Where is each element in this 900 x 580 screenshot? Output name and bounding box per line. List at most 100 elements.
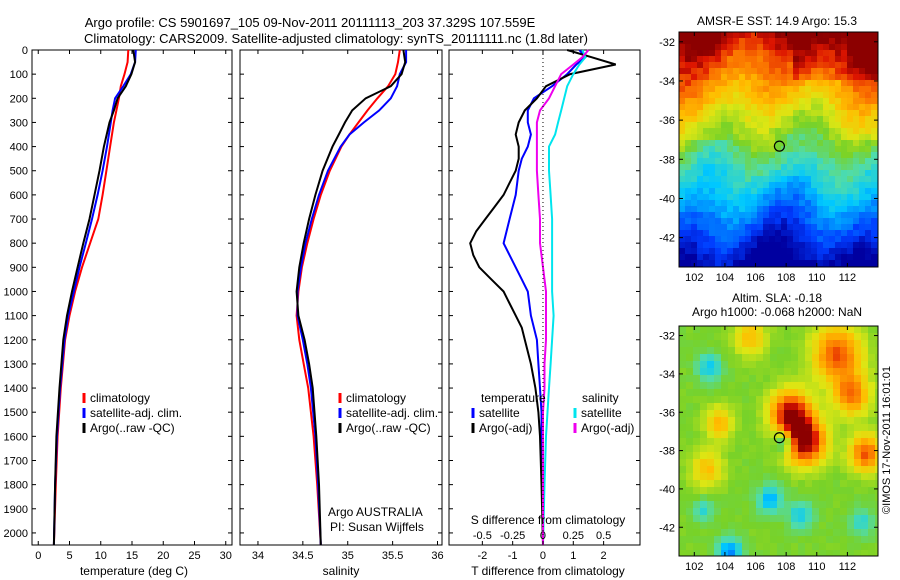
map-cell bbox=[679, 536, 687, 544]
map-cell bbox=[763, 230, 770, 237]
map-cell bbox=[697, 56, 704, 63]
salinity-xlabel: salinity bbox=[323, 564, 360, 578]
map-cell bbox=[715, 38, 722, 45]
map-cell bbox=[686, 382, 694, 390]
map-cell bbox=[751, 44, 758, 51]
map-cell bbox=[781, 194, 788, 201]
map-cell bbox=[868, 543, 876, 551]
map-cell bbox=[817, 134, 824, 141]
map-cell bbox=[793, 230, 800, 237]
map-cell bbox=[679, 236, 686, 243]
map-cell bbox=[787, 188, 794, 195]
map-cell bbox=[805, 536, 813, 544]
map-cell bbox=[805, 494, 813, 502]
map-cell bbox=[787, 242, 794, 249]
map-cell bbox=[693, 375, 701, 383]
map-cell bbox=[693, 333, 701, 341]
map-cell bbox=[751, 224, 758, 231]
map-cell bbox=[841, 254, 848, 261]
map-cell bbox=[700, 515, 708, 523]
map-cell bbox=[812, 347, 820, 355]
map-cell bbox=[777, 452, 785, 460]
map-cell bbox=[749, 522, 757, 530]
map-cell bbox=[697, 164, 704, 171]
map-cell bbox=[739, 212, 746, 219]
map-cell bbox=[812, 480, 820, 488]
map-cell bbox=[757, 116, 764, 123]
map-cell bbox=[697, 134, 704, 141]
map-cell bbox=[865, 260, 872, 267]
map-cell bbox=[865, 122, 872, 129]
map-cell bbox=[817, 236, 824, 243]
map-cell bbox=[812, 333, 820, 341]
map-cell bbox=[865, 242, 872, 249]
map-cell bbox=[770, 368, 778, 376]
map-cell bbox=[819, 515, 827, 523]
map-cell bbox=[757, 98, 764, 105]
map-cell bbox=[721, 438, 729, 446]
map-cell bbox=[853, 206, 860, 213]
map-cell bbox=[691, 140, 698, 147]
map-cell bbox=[727, 212, 734, 219]
map-cell bbox=[847, 410, 855, 418]
map-cell bbox=[691, 200, 698, 207]
map-cell bbox=[691, 230, 698, 237]
map-cell bbox=[728, 466, 736, 474]
map-cell bbox=[709, 80, 716, 87]
map-cell bbox=[805, 134, 812, 141]
map-cell bbox=[791, 445, 799, 453]
map-cell bbox=[679, 508, 687, 516]
map-cell bbox=[811, 200, 818, 207]
map-cell bbox=[868, 361, 876, 369]
map-cell bbox=[835, 98, 842, 105]
map-cell bbox=[854, 508, 862, 516]
map-cell bbox=[854, 347, 862, 355]
map-cell bbox=[727, 116, 734, 123]
legend-entry: satellite bbox=[581, 406, 622, 420]
map-cell bbox=[847, 218, 854, 225]
map-cell bbox=[685, 116, 692, 123]
map-cell bbox=[826, 340, 834, 348]
map-cell bbox=[715, 164, 722, 171]
map-cell bbox=[791, 466, 799, 474]
map-cell bbox=[693, 494, 701, 502]
map-cell bbox=[679, 326, 687, 334]
map-cell bbox=[817, 176, 824, 183]
map-cell bbox=[679, 431, 687, 439]
y-tick-label: 1600 bbox=[4, 431, 28, 443]
map-cell bbox=[715, 188, 722, 195]
map-y-tick-label: -34 bbox=[659, 76, 675, 88]
map-cell bbox=[739, 236, 746, 243]
map-cell bbox=[805, 410, 813, 418]
map-cell bbox=[777, 501, 785, 509]
map-cell bbox=[769, 122, 776, 129]
map-cell bbox=[721, 92, 728, 99]
map-y-tick-label: -42 bbox=[659, 522, 675, 534]
map-cell bbox=[728, 480, 736, 488]
map-cell bbox=[819, 480, 827, 488]
map-cell bbox=[679, 116, 686, 123]
map-cell bbox=[847, 44, 854, 51]
map-cell bbox=[749, 536, 757, 544]
map-cell bbox=[854, 431, 862, 439]
map-cell bbox=[749, 515, 757, 523]
map-cell bbox=[745, 110, 752, 117]
map-cell bbox=[751, 68, 758, 75]
map-cell bbox=[847, 92, 854, 99]
map-frame bbox=[678, 31, 879, 268]
map-cell bbox=[854, 368, 862, 376]
map-cell bbox=[793, 158, 800, 165]
map-cell bbox=[865, 200, 872, 207]
map-cell bbox=[749, 466, 757, 474]
map-cell bbox=[793, 134, 800, 141]
map-cell bbox=[763, 438, 771, 446]
map-cell bbox=[817, 188, 824, 195]
map-cell bbox=[833, 396, 841, 404]
map-cell bbox=[853, 176, 860, 183]
map-cell bbox=[835, 170, 842, 177]
map-cell bbox=[875, 508, 879, 516]
map-cell bbox=[812, 361, 820, 369]
map-cell bbox=[679, 164, 686, 171]
map-cell bbox=[835, 176, 842, 183]
map-cell bbox=[847, 56, 854, 63]
